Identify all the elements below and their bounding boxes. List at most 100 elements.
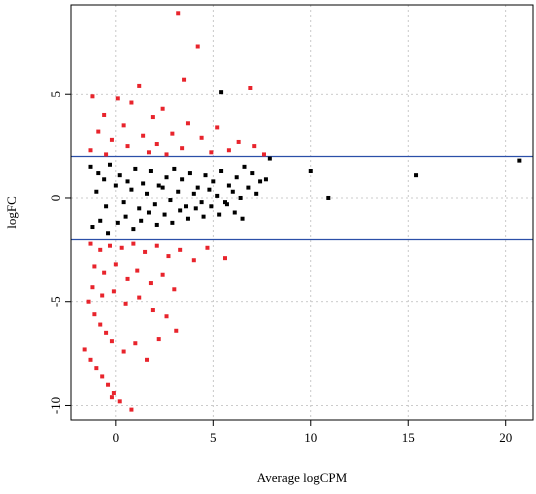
significant-point bbox=[88, 357, 93, 362]
significant-point bbox=[121, 123, 126, 128]
significant-point bbox=[252, 144, 257, 149]
y-axis: -10 -5 0 5 bbox=[48, 91, 71, 414]
significant-point bbox=[148, 281, 153, 286]
significant-point bbox=[115, 96, 120, 101]
non-significant-point bbox=[326, 195, 331, 200]
significant-point bbox=[150, 115, 155, 120]
non-significant-point bbox=[207, 187, 212, 192]
non-significant-point bbox=[199, 200, 204, 205]
non-significant-point bbox=[180, 177, 185, 182]
significant-point bbox=[209, 150, 214, 155]
significant-point bbox=[86, 299, 91, 304]
x-tick-label: 20 bbox=[499, 430, 512, 445]
non-significant-point bbox=[250, 171, 255, 176]
significant-point bbox=[92, 312, 97, 317]
significant-point bbox=[106, 382, 111, 387]
significant-point bbox=[109, 339, 114, 344]
plot-frame bbox=[70, 4, 534, 421]
non-significant-point bbox=[308, 169, 313, 173]
non-significant-point bbox=[176, 189, 181, 194]
x-tick-label: 10 bbox=[304, 430, 317, 445]
y-tick-label: 5 bbox=[48, 91, 63, 98]
x-tick-label: 0 bbox=[113, 430, 120, 445]
non-significant-point bbox=[184, 204, 189, 209]
non-significant-point bbox=[107, 162, 112, 167]
significant-point bbox=[145, 357, 150, 362]
significant-point bbox=[215, 125, 220, 130]
significant-point bbox=[131, 241, 136, 246]
non-significant-point bbox=[125, 179, 130, 184]
non-significant-point bbox=[230, 189, 235, 194]
non-significant-point bbox=[187, 171, 192, 176]
significant-point bbox=[123, 301, 128, 306]
non-significant-point bbox=[234, 175, 239, 180]
non-significant-point bbox=[223, 200, 227, 205]
significant-point bbox=[182, 77, 187, 82]
non-significant-point bbox=[195, 185, 200, 190]
significant-point bbox=[226, 148, 231, 153]
y-axis-label: logFC bbox=[4, 196, 19, 229]
significant-point bbox=[129, 100, 134, 105]
non-significant-point bbox=[246, 185, 251, 190]
non-significant-point bbox=[139, 218, 144, 223]
significant-point bbox=[107, 243, 112, 248]
non-significant-point bbox=[106, 231, 111, 236]
non-significant-point bbox=[88, 164, 93, 169]
non-significant-point bbox=[90, 225, 95, 230]
significant-point bbox=[166, 254, 171, 259]
non-significant-point bbox=[242, 164, 247, 169]
x-axis-label: Average logCPM bbox=[257, 470, 348, 485]
significant-point bbox=[102, 270, 107, 275]
non-significant-point bbox=[121, 200, 126, 205]
y-tick-label: -10 bbox=[48, 397, 63, 414]
non-significant-point bbox=[263, 177, 268, 182]
non-significant-point bbox=[123, 214, 128, 219]
non-significant-point bbox=[131, 227, 136, 232]
significant-point bbox=[176, 11, 181, 16]
significant-point bbox=[178, 247, 183, 252]
significant-point bbox=[98, 247, 103, 252]
non-significant-point bbox=[211, 179, 216, 184]
non-significant-point bbox=[258, 179, 263, 184]
significant-point bbox=[117, 399, 122, 404]
non-significant-point bbox=[117, 173, 122, 178]
non-significant-point bbox=[217, 212, 222, 217]
significant-point bbox=[90, 94, 95, 99]
significant-point bbox=[94, 366, 99, 371]
significant-point bbox=[109, 137, 114, 142]
significant-point bbox=[90, 285, 95, 290]
significant-point bbox=[113, 262, 118, 267]
non-significant-point bbox=[238, 195, 243, 200]
significant-point bbox=[98, 322, 103, 327]
significant-point bbox=[170, 131, 175, 136]
significant-point bbox=[236, 139, 241, 144]
data-points bbox=[82, 11, 522, 412]
significant-point bbox=[180, 146, 185, 151]
significant-point bbox=[119, 245, 124, 250]
significant-point bbox=[248, 86, 253, 90]
x-axis: 0 5 10 15 20 bbox=[113, 420, 512, 445]
significant-point bbox=[129, 407, 134, 412]
x-tick-label: 5 bbox=[210, 430, 217, 445]
significant-point bbox=[104, 152, 109, 157]
non-significant-point bbox=[517, 158, 522, 163]
non-significant-point bbox=[115, 220, 120, 225]
significant-point bbox=[195, 44, 200, 49]
significant-point bbox=[137, 83, 142, 88]
non-significant-point bbox=[162, 212, 167, 217]
y-tick-label: 0 bbox=[48, 195, 63, 202]
significant-point bbox=[199, 135, 204, 140]
non-significant-point bbox=[226, 183, 231, 188]
significant-point bbox=[135, 268, 140, 273]
significant-point bbox=[223, 256, 227, 261]
non-significant-point bbox=[94, 189, 99, 194]
non-significant-point bbox=[137, 206, 142, 211]
non-significant-point bbox=[201, 214, 206, 219]
non-significant-point bbox=[172, 166, 177, 171]
non-significant-point bbox=[191, 191, 196, 196]
non-significant-point bbox=[178, 208, 183, 213]
non-significant-point bbox=[96, 171, 101, 176]
non-significant-point bbox=[254, 191, 259, 196]
